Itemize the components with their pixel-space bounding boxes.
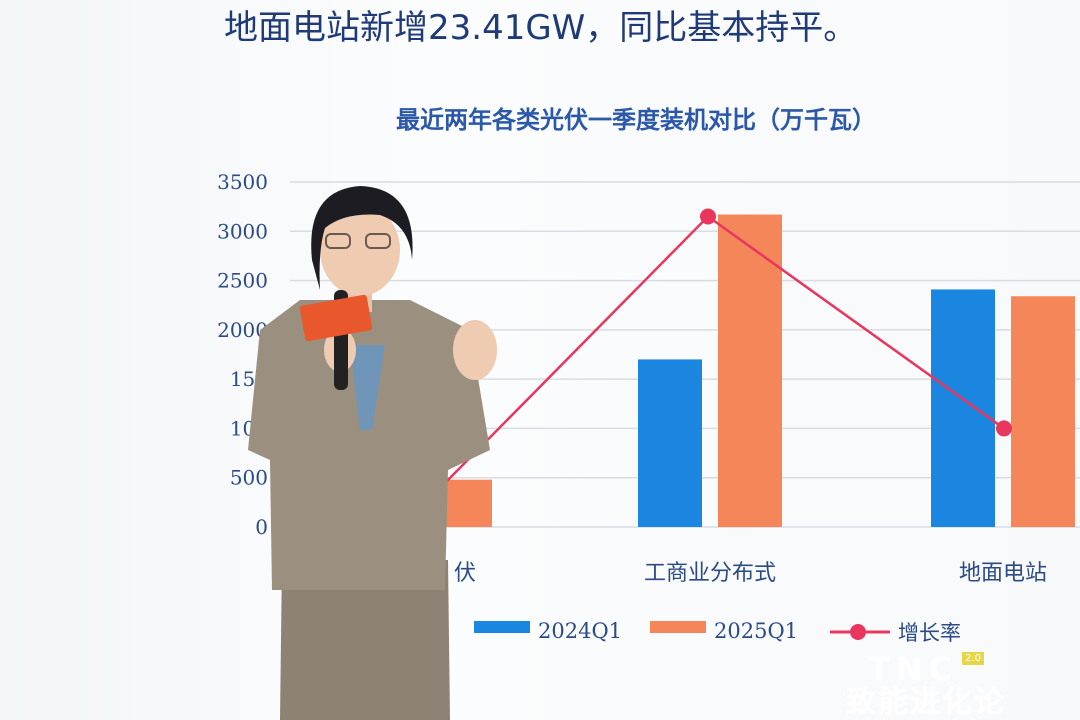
legend-swatch <box>650 621 706 633</box>
legend-marker <box>850 624 866 640</box>
x-tick-label: 伏 <box>454 561 476 586</box>
slide-headline: 地面电站新增23.41GW，同比基本持平。 <box>224 8 858 48</box>
bar-2025Q1 <box>718 214 782 527</box>
logo-tnc: TNC <box>868 650 959 688</box>
event-logo: TNC 2.0 致能进化论 <box>846 652 1006 720</box>
x-tick-label: 工商业分布式 <box>644 561 776 586</box>
line-point <box>996 420 1012 437</box>
legend-label: 增长率 <box>898 621 961 645</box>
y-tick-label: 3500 <box>217 170 268 194</box>
bar-2025Q1 <box>1011 296 1075 527</box>
logo-top-row: TNC 2.0 <box>846 652 1006 686</box>
line-point <box>700 208 716 225</box>
bar-2024Q1 <box>931 289 995 527</box>
legend-label: 2024Q1 <box>538 619 622 643</box>
y-tick-label: 500 <box>230 466 268 490</box>
y-tick-label: 2500 <box>217 269 268 293</box>
legend-swatch <box>474 621 530 633</box>
y-tick-label: 0 <box>255 515 268 539</box>
legend-label: 2025Q1 <box>714 619 798 643</box>
bar-2024Q1 <box>638 359 702 527</box>
logo-version: 2.0 <box>962 652 984 665</box>
logo-cn: 致能进化论 <box>846 685 1006 720</box>
chart-title: 最近两年各类光伏一季度装机对比（万千瓦） <box>396 106 876 134</box>
x-tick-label: 地面电站 <box>959 561 1047 586</box>
y-tick-label: 3000 <box>217 219 268 243</box>
